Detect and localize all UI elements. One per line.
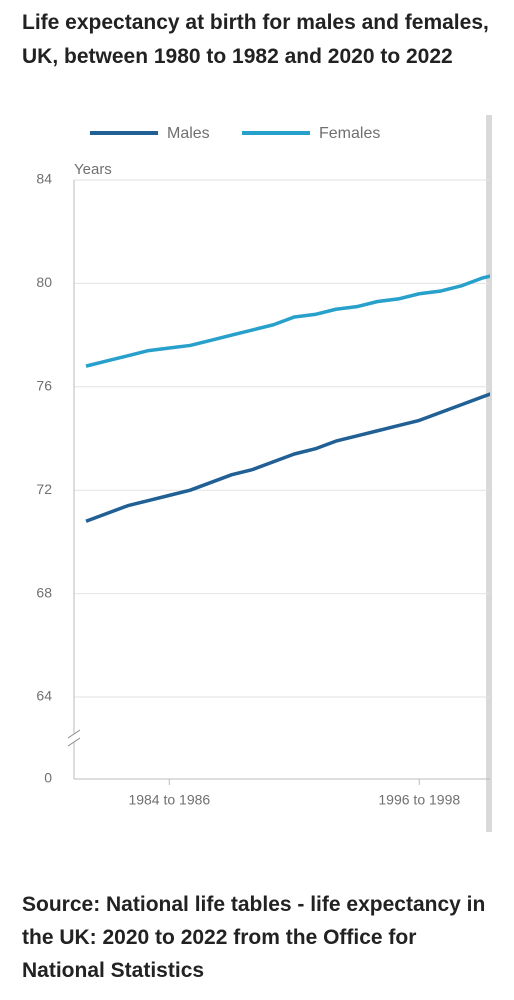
scrollbar — [486, 115, 492, 832]
axis-break-mark — [67, 737, 81, 747]
plot-area — [85, 274, 490, 523]
y-tick-label: 84 — [36, 171, 52, 187]
axis-break-mark — [67, 729, 81, 739]
series-line — [85, 274, 490, 368]
y-tick-label: 64 — [36, 688, 52, 704]
source: Source: National life tables - life expe… — [22, 893, 486, 982]
chart-title: Life expectancy at birth for males and f… — [22, 11, 489, 68]
axis-break-gap — [68, 734, 80, 742]
chart: Years 64 68 72 76 80 84 0 1984 to 1986 1996 to 1… — [36, 115, 492, 832]
y-tick-label: 68 — [36, 584, 52, 600]
y-tick-label: 80 — [36, 274, 52, 290]
series-line — [85, 392, 490, 523]
y-tick-label: 0 — [44, 770, 52, 786]
y-tick-label: 76 — [36, 378, 52, 394]
legend-label: Males — [167, 125, 210, 142]
y-axis-label: Years — [74, 161, 112, 178]
x-tick-label: 1984 to 1986 — [128, 792, 210, 808]
x-tick-label: 1996 to 1998 — [378, 792, 460, 808]
legend-label: Females — [319, 125, 380, 142]
y-tick-label: 72 — [36, 481, 52, 497]
